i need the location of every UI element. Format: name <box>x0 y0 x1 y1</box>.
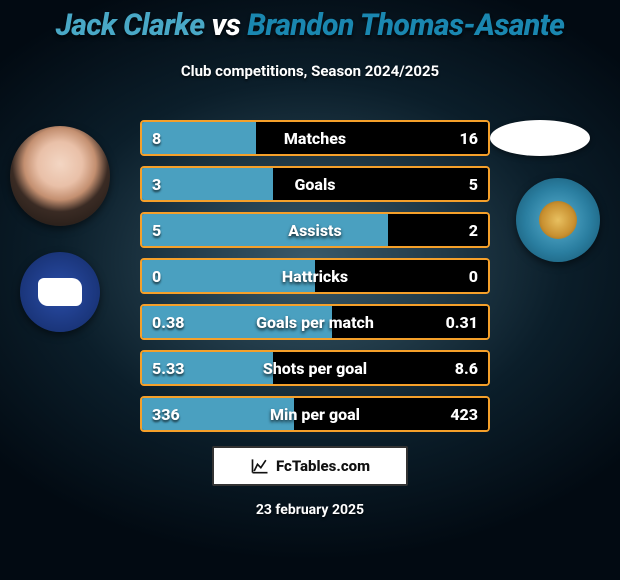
subtitle: Club competitions, Season 2024/2025 <box>0 62 620 80</box>
player2-club-logo <box>516 178 600 262</box>
metric-label: Min per goal <box>142 398 488 430</box>
value-right: 16 <box>460 122 478 154</box>
stat-row: 336Min per goal423 <box>140 396 490 432</box>
value-right: 5 <box>469 168 478 200</box>
player2-avatar <box>490 120 590 156</box>
value-right: 0 <box>469 260 478 292</box>
player1-avatar <box>10 126 110 226</box>
player1-name: Jack Clarke <box>56 8 205 43</box>
stat-row: 5.33Shots per goal8.6 <box>140 350 490 386</box>
title: Jack Clarke vs Brandon Thomas-Asante <box>0 8 620 43</box>
metric-label: Goals per match <box>142 306 488 338</box>
stat-row: 3Goals5 <box>140 166 490 202</box>
metric-label: Shots per goal <box>142 352 488 384</box>
metric-label: Assists <box>142 214 488 246</box>
value-right: 2 <box>469 214 478 246</box>
stat-row: 5Assists2 <box>140 212 490 248</box>
metric-label: Hattricks <box>142 260 488 292</box>
date: 23 february 2025 <box>0 502 620 518</box>
brand-badge: FcTables.com <box>212 446 408 486</box>
stat-row: 0Hattricks0 <box>140 258 490 294</box>
stat-row: 8Matches16 <box>140 120 490 156</box>
vs-text: vs <box>212 8 241 43</box>
brand-text: FcTables.com <box>276 457 370 475</box>
value-right: 0.31 <box>446 306 478 338</box>
value-right: 8.6 <box>455 352 478 384</box>
chart-icon <box>250 456 270 476</box>
player2-name: Brandon Thomas-Asante <box>247 8 564 43</box>
metric-label: Matches <box>142 122 488 154</box>
stat-rows: 8Matches163Goals55Assists20Hattricks00.3… <box>140 120 490 442</box>
metric-label: Goals <box>142 168 488 200</box>
comparison-infographic: Jack Clarke vs Brandon Thomas-Asante Clu… <box>0 0 620 580</box>
value-right: 423 <box>450 398 478 430</box>
player1-club-logo <box>20 252 100 332</box>
stat-row: 0.38Goals per match0.31 <box>140 304 490 340</box>
